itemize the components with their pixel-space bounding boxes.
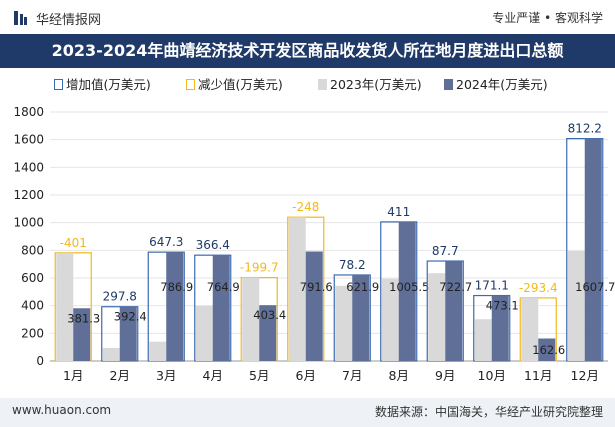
website: www.huaon.com (12, 403, 112, 417)
slogan: 专业严谨 • 客观科学 (492, 11, 603, 25)
y-tick-label: 0 (36, 354, 44, 368)
y-tick-label: 200 (21, 326, 44, 340)
footer: www.huaon.com 数据来源：中国海关，华经产业研究院整理 (0, 398, 615, 427)
site-name: 华经情报网 (36, 13, 102, 28)
value-label-2024: 764.9 (207, 280, 240, 294)
change-label: 647.3 (149, 235, 183, 249)
x-tick-label: 1月 (63, 368, 83, 383)
value-label-2024: 621.9 (346, 280, 379, 294)
bar-2024 (445, 261, 463, 361)
bar-2023 (149, 341, 167, 361)
bar-2024 (584, 138, 602, 361)
x-tick-label: 12月 (571, 368, 599, 383)
change-label: -199.7 (240, 261, 279, 275)
legend-item-increase: 增加值(万美元) (66, 77, 151, 92)
legend-item-2023: 2023年(万美元) (330, 77, 422, 92)
y-tick-label: 1800 (13, 105, 44, 119)
x-tick-label: 9月 (435, 368, 455, 383)
bar-2024 (398, 221, 416, 361)
x-tick-label: 8月 (389, 368, 409, 383)
bar-2024 (73, 308, 91, 361)
chart-area: 0 200 400 600 800 1000 1200 1400 1600 1800 -401 381… (13, 105, 615, 383)
change-label: 366.4 (196, 238, 230, 252)
value-label-2024: 1607.7 (575, 280, 615, 294)
value-label-2024: 381.3 (67, 311, 100, 325)
change-label: 78.2 (339, 258, 366, 272)
bar-2023 (242, 277, 260, 361)
value-label-2024: 791.6 (300, 280, 333, 294)
value-label-2024: 392.4 (114, 310, 147, 324)
bar-2023 (195, 305, 213, 361)
y-tick-label: 400 (21, 299, 44, 313)
y-tick-label: 600 (21, 271, 44, 285)
x-tick-label: 3月 (156, 368, 176, 383)
change-label: 812.2 (568, 122, 602, 136)
bar-2024 (491, 295, 509, 361)
y-tick-label: 1000 (13, 216, 44, 230)
value-label-2024: 403.4 (253, 308, 286, 322)
logo-icon (14, 11, 27, 25)
bar-2023 (381, 278, 399, 361)
bar-2023 (567, 250, 585, 361)
bar-2024 (119, 306, 137, 361)
value-label-2024: 1005.5 (389, 280, 429, 294)
bar-2024 (305, 251, 323, 361)
y-tick-label: 1400 (13, 160, 44, 174)
bar-2023 (56, 252, 74, 361)
change-label: -248 (292, 200, 319, 214)
x-tick-label: 10月 (478, 368, 506, 383)
bar-2023 (428, 273, 446, 361)
x-tick-label: 5月 (249, 368, 269, 383)
bar-2023 (474, 319, 492, 361)
change-label: 87.7 (432, 244, 459, 258)
bar-2024 (259, 305, 277, 361)
value-label-2024: 722.7 (439, 280, 472, 294)
y-tick-label: 800 (21, 243, 44, 257)
change-label: 297.8 (103, 290, 137, 304)
change-label: -401 (60, 236, 87, 250)
change-label: 411 (387, 205, 410, 219)
value-label-2024: 162.6 (532, 343, 565, 357)
legend-item-decrease: 减少值(万美元) (198, 77, 283, 92)
x-tick-label: 4月 (203, 368, 223, 383)
change-label: 171.1 (475, 279, 509, 293)
bar-2023 (335, 285, 353, 361)
legend-swatch-increase (54, 79, 63, 90)
bar-2023 (102, 347, 120, 361)
bar-2024 (352, 274, 370, 361)
bar-2023 (521, 297, 539, 361)
x-tick-label: 7月 (342, 368, 362, 383)
x-tick-label: 2月 (110, 368, 130, 383)
value-label-2024: 786.9 (160, 280, 193, 294)
data-source: 数据来源：中国海关，华经产业研究院整理 (374, 405, 603, 419)
x-tick-label: 6月 (296, 368, 316, 383)
legend: 增加值(万美元) 减少值(万美元) 2023年(万美元) 2024年(万美元) (50, 74, 610, 96)
chart-title: 2023-2024年曲靖经济技术开发区商品收发货人所在地月度进出口总额 (51, 41, 564, 60)
legend-swatch-2024 (444, 79, 453, 90)
legend-item-2024: 2024年(万美元) (456, 77, 548, 92)
legend-swatch-decrease (186, 79, 195, 90)
bar-2024 (538, 338, 556, 361)
bar-2024 (166, 252, 184, 361)
bar-2023 (288, 217, 306, 361)
bar-2024 (212, 255, 230, 361)
y-tick-label: 1200 (13, 188, 44, 202)
value-label-2024: 473.1 (486, 299, 519, 313)
x-tick-label: 11月 (524, 368, 552, 383)
top-bar: 华经情报网 专业严谨 • 客观科学 (0, 0, 615, 34)
change-label: -293.4 (519, 281, 558, 295)
title-bar (0, 34, 615, 68)
y-tick-label: 1600 (13, 133, 44, 147)
legend-swatch-2023 (318, 79, 327, 90)
